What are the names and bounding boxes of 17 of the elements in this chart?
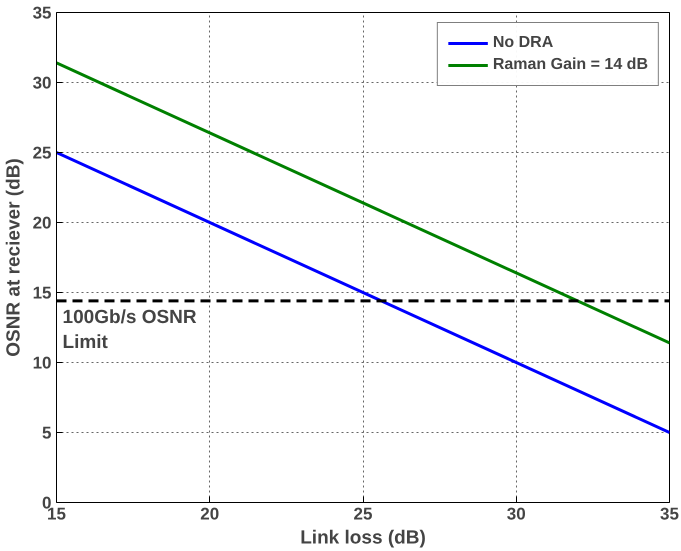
y-tick-label: 10	[32, 354, 52, 372]
x-tick-label: 30	[506, 504, 526, 524]
x-tick-label: 25	[354, 504, 372, 524]
y-tick-label: 20	[32, 214, 52, 232]
y-axis-title: OSNR at reciever (dB)	[4, 158, 25, 357]
y-tick-label: 15	[32, 284, 52, 302]
y-tick-label: 25	[32, 144, 52, 162]
line-series	[56, 151, 670, 434]
legend-label: No DRA	[492, 34, 554, 52]
y-tick-label: 5	[42, 424, 52, 442]
legend-label: Raman Gain = 14 dB	[492, 56, 648, 74]
x-tick-label: 20	[200, 504, 220, 524]
x-axis-title: Link loss (dB)	[300, 528, 426, 548]
ref-line-label: 100Gb/s OSNR Limit	[62, 306, 197, 354]
y-tick-label: 30	[32, 74, 52, 92]
y-tick-label: 35	[32, 4, 52, 22]
x-tick-label: 35	[660, 504, 679, 524]
